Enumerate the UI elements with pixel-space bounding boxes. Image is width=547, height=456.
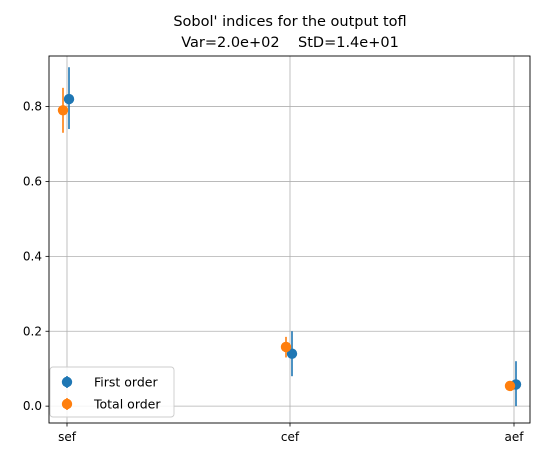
x-tick-label: cef xyxy=(281,430,300,444)
data-point xyxy=(57,105,69,116)
data-point xyxy=(286,348,298,359)
y-tick-label: 0.0 xyxy=(23,399,42,413)
data-point xyxy=(504,380,516,392)
data-marks xyxy=(57,67,522,407)
chart-title: Sobol' indices for the output tofl xyxy=(173,14,406,30)
chart-subtitle: Var=2.0e+02 StD=1.4e+01 xyxy=(181,35,399,51)
data-point xyxy=(280,341,292,353)
y-tick-label: 0.6 xyxy=(23,174,42,188)
y-tick-label: 0.4 xyxy=(23,249,42,263)
legend-marker xyxy=(61,376,73,388)
legend-marker xyxy=(61,398,73,410)
plot-frame xyxy=(48,55,531,424)
x-tick-label: aef xyxy=(505,430,525,444)
y-axis-ticks: 0.0 0.2 0.4 0.6 0.8 xyxy=(23,100,49,413)
grid-lines xyxy=(49,56,530,423)
data-point xyxy=(63,93,75,105)
y-tick-label: 0.8 xyxy=(23,100,42,114)
legend: First order Total order xyxy=(49,366,175,418)
legend-label: Total order xyxy=(93,397,161,412)
x-tick-label: sef xyxy=(58,430,77,444)
legend-box xyxy=(49,366,175,418)
x-axis-ticks: sef cef aef xyxy=(58,423,524,444)
y-tick-label: 0.2 xyxy=(23,324,42,338)
legend-label: First order xyxy=(94,375,158,390)
